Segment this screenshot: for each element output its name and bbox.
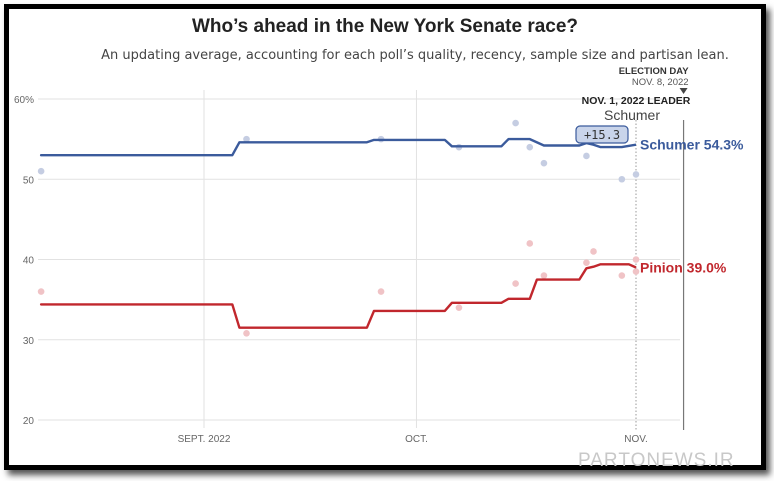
poll-dot-schumer (243, 135, 250, 143)
average-line-pinion (39, 263, 637, 329)
watermark: PARTONEWS.IR (578, 450, 735, 471)
poll-dot-schumer (512, 119, 519, 127)
chart-title: Who’s ahead in the New York Senate race? (192, 16, 578, 37)
election-day-marker-icon (679, 88, 688, 94)
election-day-label: ELECTION DAY (619, 66, 690, 77)
poll-dot-pinion (37, 288, 45, 295)
leader-heading: NOV. 1, 2022 LEADER (582, 95, 691, 107)
y-tick-label: 30 (23, 336, 35, 347)
chart-frame (4, 4, 766, 470)
x-tick-label: SEPT. 2022 (178, 434, 231, 445)
poll-dot-schumer (37, 167, 45, 175)
poll-dot-schumer (526, 143, 534, 151)
poll-dot-pinion (243, 330, 250, 337)
election-day-date: NOV. 8, 2022 (632, 77, 689, 88)
poll-dot-schumer (618, 175, 626, 183)
poll-dot-pinion (583, 259, 590, 267)
poll-dot-pinion (632, 256, 640, 263)
y-tick-label: 20 (23, 416, 35, 427)
chart-subtitle: An updating average, accounting for each… (101, 48, 729, 63)
poll-dot-pinion (618, 272, 626, 279)
end-label-schumer: Schumer 54.3% (640, 137, 744, 153)
leader-margin-badge (575, 125, 629, 144)
x-tick-label: NOV. (624, 434, 648, 445)
average-line-schumer (39, 137, 637, 157)
x-tick-label: OCT. (405, 434, 428, 445)
poll-dot-pinion (377, 288, 385, 295)
leader-name: Schumer (604, 107, 660, 123)
leader-margin: +15.3 (584, 128, 620, 142)
y-tick-label: 60% (14, 95, 34, 106)
poll-dot-pinion (632, 268, 640, 275)
poll-dot-pinion (455, 304, 463, 311)
poll-dot-schumer (540, 159, 548, 167)
poll-dot-schumer (583, 152, 590, 160)
end-label-pinion: Pinion 39.0% (640, 260, 727, 276)
y-tick-label: 40 (23, 256, 35, 267)
poll-dot-pinion (540, 272, 548, 279)
poll-dot-pinion (512, 280, 519, 287)
poll-dot-pinion (590, 248, 597, 255)
poll-dot-schumer (632, 171, 640, 178)
poll-dot-pinion (526, 240, 534, 247)
y-tick-label: 50 (23, 175, 35, 186)
